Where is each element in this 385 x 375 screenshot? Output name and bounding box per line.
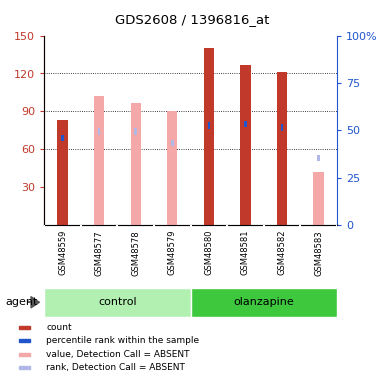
Text: control: control bbox=[98, 297, 137, 307]
Text: olanzapine: olanzapine bbox=[233, 297, 294, 307]
Bar bbox=[208, 122, 210, 129]
Bar bbox=[171, 140, 174, 146]
Text: GSM48579: GSM48579 bbox=[168, 230, 177, 276]
Bar bbox=[134, 128, 137, 135]
Bar bbox=[19, 339, 30, 342]
Bar bbox=[191, 288, 337, 317]
Text: GSM48559: GSM48559 bbox=[58, 230, 67, 275]
Bar bbox=[313, 172, 324, 225]
Bar bbox=[277, 72, 287, 225]
Bar bbox=[317, 155, 320, 161]
Bar bbox=[204, 48, 214, 225]
Text: count: count bbox=[47, 322, 72, 332]
Text: rank, Detection Call = ABSENT: rank, Detection Call = ABSENT bbox=[47, 363, 185, 372]
Text: GSM48582: GSM48582 bbox=[278, 230, 286, 276]
Bar bbox=[19, 326, 30, 329]
Bar bbox=[240, 64, 251, 225]
FancyArrowPatch shape bbox=[28, 297, 39, 308]
Text: percentile rank within the sample: percentile rank within the sample bbox=[47, 336, 199, 345]
Bar bbox=[98, 128, 100, 135]
Bar bbox=[244, 121, 247, 128]
Text: GSM48580: GSM48580 bbox=[204, 230, 213, 276]
Bar bbox=[57, 120, 68, 225]
Bar bbox=[61, 135, 64, 141]
Bar bbox=[94, 96, 104, 225]
Text: GDS2608 / 1396816_at: GDS2608 / 1396816_at bbox=[116, 13, 270, 26]
Bar bbox=[167, 111, 177, 225]
Text: GSM48578: GSM48578 bbox=[131, 230, 140, 276]
Text: GSM48577: GSM48577 bbox=[95, 230, 104, 276]
Bar bbox=[19, 366, 30, 369]
Text: agent: agent bbox=[6, 297, 38, 307]
Text: value, Detection Call = ABSENT: value, Detection Call = ABSENT bbox=[47, 350, 190, 358]
Text: GSM48583: GSM48583 bbox=[314, 230, 323, 276]
Text: GSM48581: GSM48581 bbox=[241, 230, 250, 276]
Bar bbox=[131, 102, 141, 225]
Bar bbox=[281, 124, 283, 131]
Bar bbox=[19, 352, 30, 356]
Bar bbox=[44, 288, 191, 317]
